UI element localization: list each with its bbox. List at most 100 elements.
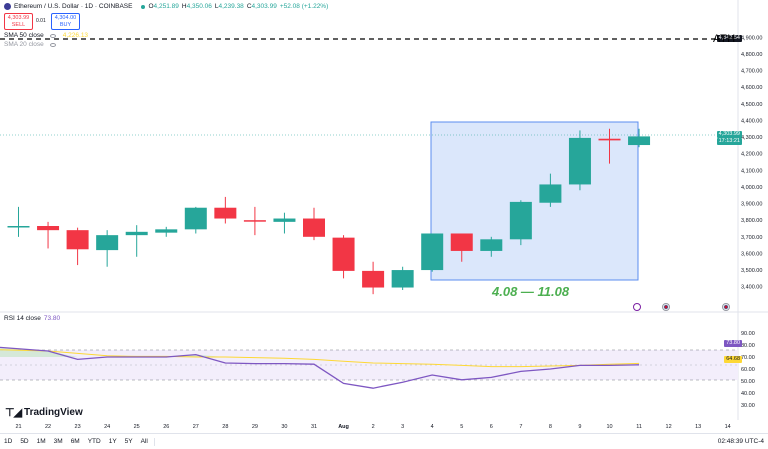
candle-body <box>421 233 444 271</box>
uk-flag-icon[interactable] <box>722 303 730 311</box>
uk-flag-icon[interactable] <box>662 303 670 311</box>
sma50-label: SMA 50 close <box>4 32 44 39</box>
time-axis-label: 28 <box>222 424 228 430</box>
candle-body <box>155 229 178 233</box>
time-axis-label: 10 <box>606 424 612 430</box>
price-axis-label: 3,800.00 <box>741 218 762 224</box>
price-axis-label: 4,800.00 <box>741 52 762 58</box>
candle-body <box>66 230 89 250</box>
time-axis-label: 12 <box>666 424 672 430</box>
rsi-ma-price-tag: 64.68 <box>724 356 742 363</box>
time-axis-label: 2 <box>372 424 375 430</box>
candle-body <box>509 201 532 240</box>
symbol-legend[interactable]: Ethereum / U.S. Dollar · 1D · COINBASE O… <box>4 3 331 10</box>
time-axis-label: 6 <box>490 424 493 430</box>
time-axis-label: 29 <box>252 424 258 430</box>
period-5d[interactable]: 5D <box>20 438 29 445</box>
rsi-label: RSI 14 close <box>4 315 41 322</box>
sell-button[interactable]: 4,303.99 SELL <box>4 13 33 30</box>
candle-body <box>480 239 503 251</box>
time-axis-label: 24 <box>104 424 110 430</box>
eye-icon[interactable] <box>49 33 56 38</box>
candle-body <box>450 233 473 251</box>
period-ytd[interactable]: YTD <box>87 438 101 445</box>
price-axis-label: 4,000.00 <box>741 185 762 191</box>
eye-off-icon[interactable] <box>49 42 56 47</box>
rsi-axis-label: 30.00 <box>741 403 755 409</box>
time-axis-label: 31 <box>311 424 317 430</box>
close-value: 4,303.99 <box>251 3 277 10</box>
dividend-event-icon[interactable] <box>633 303 641 311</box>
price-axis-label: 4,900.00 <box>741 35 762 41</box>
open-label: O <box>148 3 154 10</box>
time-axis-label: 26 <box>163 424 169 430</box>
open-value: 4,251.89 <box>153 3 179 10</box>
price-axis-label: 4,400.00 <box>741 118 762 124</box>
period-5y[interactable]: 5Y <box>124 438 133 445</box>
candle-body <box>7 226 30 228</box>
price-axis-label: 4,600.00 <box>741 85 762 91</box>
time-axis-label: 8 <box>549 424 552 430</box>
rsi-price-tag: 73.80 <box>724 340 742 347</box>
price-axis-label: 4,300.00 <box>741 135 762 141</box>
candle-body <box>391 270 414 288</box>
time-axis-label: 25 <box>134 424 140 430</box>
sma20-legend[interactable]: SMA 20 close <box>4 41 59 48</box>
date-range-box[interactable] <box>430 121 639 281</box>
candle-body <box>214 207 237 219</box>
rsi-line <box>0 346 640 389</box>
candle-body <box>303 218 325 237</box>
rsi-axis-label: 50.00 <box>741 379 755 385</box>
candle-body <box>598 138 621 141</box>
rsi-axis-label: 80.00 <box>741 343 755 349</box>
symbol-name[interactable]: Ethereum / U.S. Dollar · 1D · COINBASE <box>14 3 133 10</box>
candle-body <box>96 235 119 251</box>
ath-price-tag: 4,842.54 <box>716 35 742 42</box>
time-axis-label: 5 <box>460 424 463 430</box>
brand-name: TradingView <box>24 407 83 418</box>
price-axis-label: 3,700.00 <box>741 235 762 241</box>
candle-body <box>273 218 296 222</box>
chart-canvas[interactable]: 4,900.00 4,800.00 4,700.00 4,600.00 4,500.00… <box>0 0 768 434</box>
rsi-axis-label: 40.00 <box>741 391 755 397</box>
candle-body <box>362 270 385 288</box>
price-axis-label: 3,900.00 <box>741 202 762 208</box>
buy-button[interactable]: 4,304.00 BUY <box>51 13 80 30</box>
sell-price: 4,303.99 <box>7 15 30 21</box>
ethereum-logo-icon <box>4 3 11 10</box>
time-axis-label: 23 <box>75 424 81 430</box>
high-label: H <box>181 3 187 10</box>
date-range-label[interactable]: 4.08 — 11.08 <box>492 284 570 299</box>
high-value: 4,350.06 <box>186 3 212 10</box>
candle-body <box>332 237 355 271</box>
price-axis-label: 3,600.00 <box>741 251 762 257</box>
period-3m[interactable]: 3M <box>53 438 63 445</box>
time-axis-label: 3 <box>401 424 404 430</box>
time-axis-label: 30 <box>281 424 287 430</box>
rsi-axis-label: 60.00 <box>741 367 755 373</box>
period-1m[interactable]: 1M <box>36 438 46 445</box>
period-1d[interactable]: 1D <box>4 438 13 445</box>
candle-body <box>37 226 60 231</box>
timezone-clock[interactable]: 02:48:39 UTC-4 <box>717 438 764 445</box>
sma50-value: 4,226.13 <box>62 32 89 39</box>
rsi-legend[interactable]: RSI 14 close 73.80 <box>4 315 63 322</box>
period-1y[interactable]: 1Y <box>108 438 117 445</box>
buy-price: 4,304.00 <box>54 15 77 21</box>
sma50-legend[interactable]: SMA 50 close 4,226.13 <box>4 32 91 39</box>
time-axis-label: 7 <box>519 424 522 430</box>
low-value: 4,239.38 <box>218 3 244 10</box>
close-label: C <box>246 3 252 10</box>
time-axis-label: 21 <box>15 424 21 430</box>
time-axis-label: 27 <box>193 424 199 430</box>
time-axis-label: 4 <box>431 424 434 430</box>
period-all[interactable]: All <box>140 438 148 445</box>
ath-label[interactable]: ATH <box>713 33 736 45</box>
sma20-label: SMA 20 close <box>4 41 44 48</box>
bottom-toolbar: 1D 5D 1M 3M 6M YTD 1Y 5Y All 02:48:39 UT… <box>0 433 768 449</box>
spread-value: 0.01 <box>36 18 46 24</box>
rsi-axis-label: 70.00 <box>741 355 755 361</box>
candle-body <box>243 220 266 222</box>
tradingview-logo[interactable]: ⊤◢ TradingView <box>5 406 83 419</box>
period-6m[interactable]: 6M <box>70 438 80 445</box>
